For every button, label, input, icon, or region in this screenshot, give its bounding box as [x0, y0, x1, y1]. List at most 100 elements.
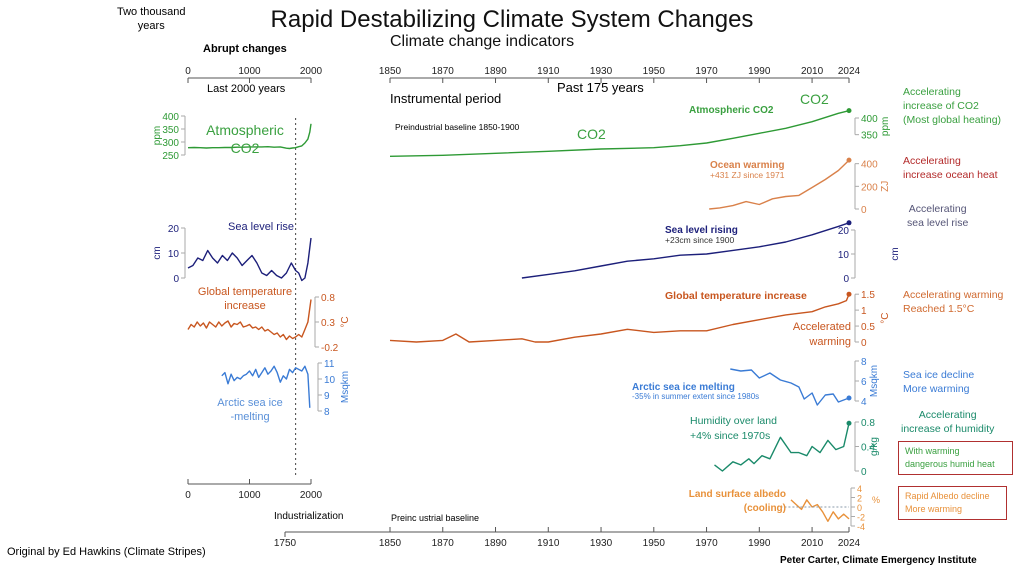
humidity-annotation: +4% since 1970s — [690, 430, 770, 442]
left-header: Two thousand years — [117, 5, 186, 33]
left-header-line1: Two thousand — [117, 6, 186, 18]
y-axis-tick-label: 400 — [861, 160, 878, 171]
series-end-dot — [846, 108, 852, 114]
note-ocean-line: increase ocean heat — [903, 169, 998, 181]
note-temperature-line: Reached 1.5°C — [903, 303, 975, 315]
right-bottom-axis-tick-label: 1850 — [379, 538, 402, 549]
y-axis-unit: cm — [890, 247, 901, 260]
y-axis-tick-label: 0.4 — [861, 443, 875, 454]
right-bottom-axis-tick-label: 1870 — [432, 538, 455, 549]
y-axis-tick-label: -2 — [857, 513, 865, 523]
right-bottom-axis-tick-label: 2010 — [801, 538, 824, 549]
right-temp-label: Global temperature increase — [665, 290, 807, 302]
series-end-dot — [846, 220, 852, 226]
left-temp-label: increase — [224, 300, 266, 312]
series-end-dot — [846, 395, 852, 401]
right-co2-mid-label: CO2 — [577, 126, 606, 142]
right-bottom-axis-tick-label: 1930 — [590, 538, 613, 549]
y-axis-unit: ppm — [880, 117, 891, 136]
y-axis-tick-label: -0.2 — [321, 343, 339, 354]
left-top-axis-tick-label: 0 — [185, 66, 191, 77]
y-axis-tick-label: 8 — [324, 407, 330, 418]
left-co2-label: Atmospheric — [206, 122, 284, 138]
credit-right: Peter Carter, Climate Emergency Institut… — [780, 555, 977, 566]
right-top-axis-tick-label: 1970 — [695, 66, 718, 77]
y-axis-unit: °C — [880, 312, 891, 323]
arctic-sea-ice-label: Arctic sea ice melting — [632, 382, 735, 393]
right-co2-big-label: CO2 — [800, 91, 829, 107]
humidity-box-line: With warming — [905, 446, 960, 456]
note-sea-ice: Sea ice decline More warming — [903, 368, 974, 396]
y-axis-tick-label: 0 — [861, 338, 867, 349]
y-axis-tick-label: 350 — [861, 131, 878, 142]
y-axis-tick-label: 9 — [324, 391, 330, 402]
industrialization-label: Industrialization — [274, 511, 344, 522]
sea-level-rising-label: Sea level rising — [665, 225, 738, 236]
left-sea-ice-label: -melting — [230, 411, 269, 423]
right-top-axis-tick-label: 1930 — [590, 66, 613, 77]
ocean-warming-annotation: +431 ZJ since 1971 — [710, 170, 785, 180]
y-axis-tick-label: 0 — [843, 274, 849, 285]
arctic-sea-ice-annotation: -35% in summer extent since 1980s — [632, 392, 759, 401]
series-line — [187, 123, 312, 150]
y-axis-tick-label: 20 — [838, 226, 850, 237]
right-top-axis-tick-label: 1850 — [379, 66, 402, 77]
y-axis-unit: Msqkm — [869, 365, 880, 397]
sea-level-rising-annotation: +23cm since 1900 — [665, 235, 734, 245]
chart-subtitle: Climate change indicators — [390, 33, 575, 50]
series-line — [730, 368, 850, 406]
humidity-label: Humidity over land — [690, 415, 777, 427]
y-axis-tick-label: 0 — [861, 205, 867, 216]
y-axis-tick-label: 0 — [861, 467, 867, 478]
series-line — [521, 222, 850, 279]
right-bottom-axis-tick-label: 1890 — [484, 538, 507, 549]
note-sea-ice-line: More warming — [903, 383, 970, 395]
last-2000-years-label: Last 2000 years — [207, 83, 286, 95]
preindustrial-baseline-label: Preindustrial baseline 1850-1900 — [395, 122, 520, 132]
right-top-axis-tick-label: 1890 — [484, 66, 507, 77]
note-humidity-line: Accelerating — [918, 409, 977, 421]
y-axis-tick-label: 300 — [162, 138, 179, 149]
note-co2: Accelerating increase of CO2 (Most globa… — [903, 85, 1001, 127]
series-end-dot — [846, 420, 852, 426]
left-temp-label: Global temperature — [198, 286, 292, 298]
left-co2-label: CO2 — [231, 140, 260, 156]
series-line — [714, 423, 850, 472]
instrumental-period-label: Instrumental period — [390, 91, 502, 106]
preindustrial-bottom-label: Preinc ustrial baseline — [391, 513, 480, 523]
y-axis-tick-label: 0.8 — [321, 293, 335, 304]
y-axis-tick-label: 20 — [168, 224, 180, 235]
past-175-years-label: Past 175 years — [557, 80, 644, 95]
series-line — [187, 237, 312, 282]
albedo-label: Land surface albedo — [689, 489, 786, 500]
y-axis-tick-label: 0 — [173, 274, 179, 285]
y-axis-tick-label: 4 — [857, 484, 862, 494]
albedo-box-line: Rapid Albedo decline — [905, 491, 990, 501]
right-bottom-axis-tick-label: 2024 — [838, 538, 861, 549]
y-axis-tick-label: 6 — [861, 377, 867, 388]
left-sea-level-label: Sea level rise — [228, 221, 294, 233]
right-bottom-axis-tick-label: 1950 — [643, 538, 666, 549]
note-temperature: Accelerating warming Reached 1.5°C — [903, 288, 1003, 316]
note-temperature-line: Accelerating warming — [903, 289, 1004, 301]
left-bottom-axis-tick-label: 0 — [185, 490, 191, 501]
ocean-warming-label: Ocean warming — [710, 160, 784, 171]
albedo-annotation: (cooling) — [744, 503, 786, 514]
right-top-axis-tick-label: 2024 — [838, 66, 861, 77]
y-axis-unit: ppm — [152, 126, 163, 145]
series-end-dot — [846, 291, 852, 297]
note-co2-line: increase of CO2 — [903, 100, 979, 112]
left-sea-ice-label: Arctic sea ice — [217, 397, 282, 409]
albedo-box-line: More warming — [905, 504, 963, 514]
credit-left: Original by Ed Hawkins (Climate Stripes) — [7, 546, 206, 558]
left-top-axis-tick-label: 1000 — [238, 66, 261, 77]
y-axis-tick-label: 200 — [861, 182, 878, 193]
note-sea-level-line: Accelerating — [908, 203, 967, 215]
left-header-line2: years — [137, 20, 165, 32]
y-axis-tick-label: 11 — [324, 359, 335, 370]
y-axis-tick-label: 0.5 — [861, 322, 875, 333]
y-axis-tick-label: 1 — [861, 306, 867, 317]
note-humidity: Accelerating increase of humidity — [901, 408, 994, 436]
y-axis-tick-label: 8 — [861, 357, 867, 368]
